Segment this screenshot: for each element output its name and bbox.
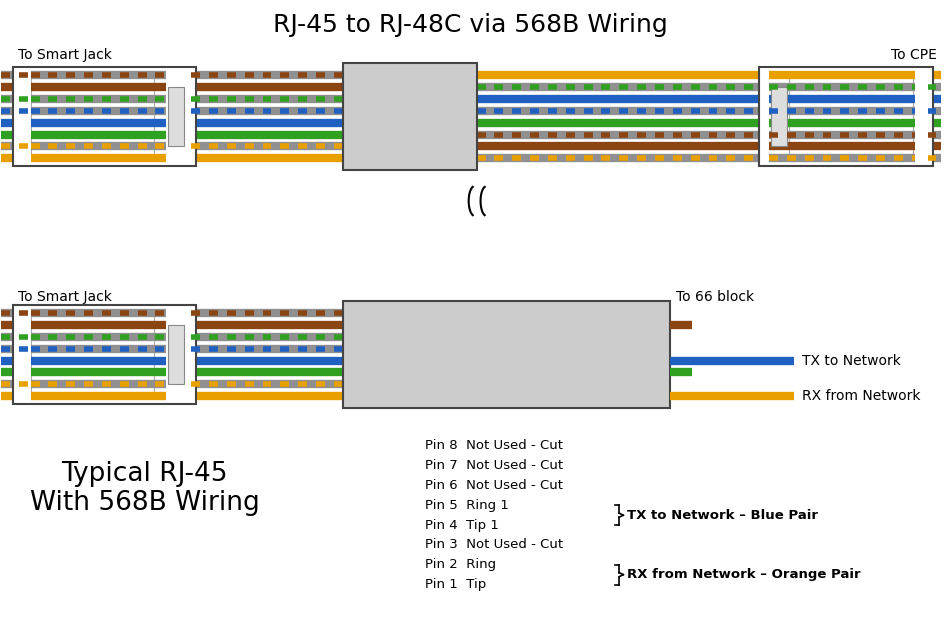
Text: RX from Network – Orange Pair: RX from Network – Orange Pair (627, 568, 861, 581)
Bar (759, 67, 933, 167)
Text: Pin 3  Not Used - Cut: Pin 3 Not Used - Cut (425, 538, 563, 552)
Bar (771, 87, 787, 146)
Text: Typical RJ-45: Typical RJ-45 (62, 461, 228, 486)
Bar (168, 325, 184, 384)
Text: With 568B Wiring: With 568B Wiring (29, 490, 259, 516)
Bar (789, 73, 913, 160)
Text: Pin 2  Ring: Pin 2 Ring (425, 558, 496, 572)
Text: RX from Network: RX from Network (802, 389, 921, 403)
Bar (30, 311, 155, 398)
Text: TX to Network – Blue Pair: TX to Network – Blue Pair (627, 509, 818, 521)
Bar (168, 87, 184, 146)
Text: Pin 1  Tip: Pin 1 Tip (425, 578, 486, 591)
Bar (12, 67, 196, 167)
Text: To 66 block: To 66 block (676, 290, 754, 304)
Text: Pin 5  Ring 1: Pin 5 Ring 1 (425, 499, 509, 512)
Text: TX to Network: TX to Network (802, 354, 901, 367)
Text: To Smart Jack: To Smart Jack (18, 290, 112, 304)
Text: Pin 6  Not Used - Cut: Pin 6 Not Used - Cut (425, 479, 563, 492)
Text: Pin 7  Not Used - Cut: Pin 7 Not Used - Cut (425, 459, 563, 472)
Text: To CPE: To CPE (890, 48, 937, 63)
Text: Pin 4  Tip 1: Pin 4 Tip 1 (425, 518, 499, 531)
Bar (30, 73, 155, 160)
Text: To Smart Jack: To Smart Jack (18, 48, 112, 63)
Bar (343, 301, 670, 408)
Bar (343, 63, 476, 170)
Bar (12, 305, 196, 404)
Text: RJ-45 to RJ-48C via 568B Wiring: RJ-45 to RJ-48C via 568B Wiring (273, 13, 668, 36)
Text: Pin 8  Not Used - Cut: Pin 8 Not Used - Cut (425, 439, 563, 453)
